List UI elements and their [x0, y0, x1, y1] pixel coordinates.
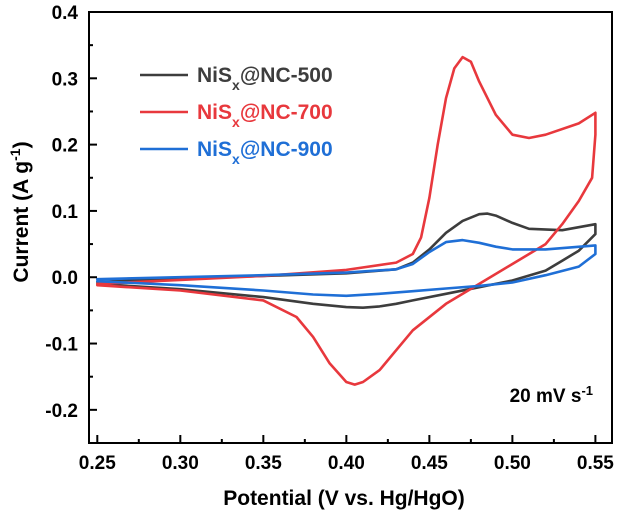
y-tick-label: 0.1 [52, 202, 79, 223]
legend: NiSx@NC-500 NiSx@NC-700 NiSx@NC-900 [140, 64, 333, 167]
y-tick-label: 0.2 [52, 136, 78, 157]
series-line-1 [96, 212, 597, 309]
x-tick-label: 0.30 [162, 453, 199, 474]
plot-frame [88, 11, 613, 444]
y-tick-label: 0.4 [52, 3, 79, 24]
y-axis: -0.2 -0.1 0.0 0.1 0.2 0.3 0.4 [45, 3, 97, 422]
y-tick-label: 0.0 [52, 268, 78, 289]
x-tick-label: 0.45 [411, 453, 448, 474]
plot-curves [96, 55, 597, 386]
x-axis-title: Potential (V vs. Hg/HgO) [223, 487, 465, 510]
y-tick-label: 0.3 [52, 69, 78, 90]
x-tick-label: 0.35 [245, 453, 282, 474]
x-tick-label: 0.25 [79, 453, 116, 474]
legend-label: NiSx@NC-900 [197, 138, 333, 167]
y-tick-label: -0.1 [45, 335, 78, 356]
x-tick-label: 0.40 [328, 453, 365, 474]
x-tick-label: 0.50 [494, 453, 531, 474]
x-axis: 0.25 0.30 0.35 0.40 0.45 0.50 0.55 [79, 435, 614, 474]
y-tick-label: -0.2 [45, 401, 78, 422]
series-line-2 [96, 55, 597, 386]
y-axis-title: Current (A g-1) [7, 141, 33, 282]
series-line-3 [96, 238, 597, 298]
legend-label: NiSx@NC-700 [197, 101, 333, 130]
legend-label: NiSx@NC-500 [197, 64, 333, 93]
scan-rate-annotation: 20 mV s-1 [510, 383, 593, 408]
x-tick-label: 0.55 [577, 453, 614, 474]
